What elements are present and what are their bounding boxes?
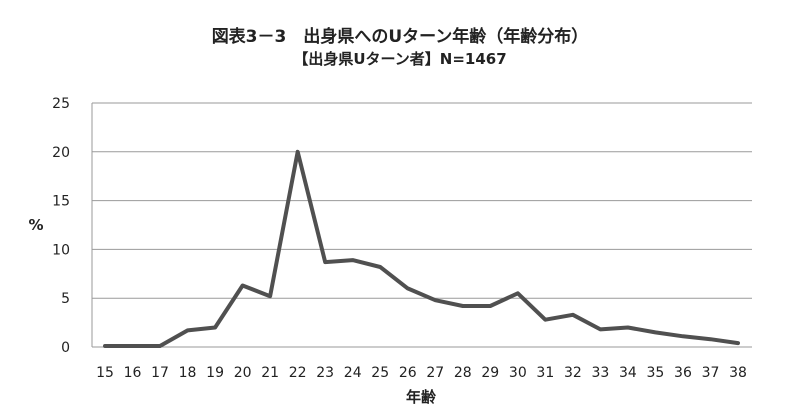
series-layer (103, 149, 740, 348)
data-point (571, 313, 575, 317)
data-point (131, 344, 135, 348)
y-tick-label: 0 (61, 340, 70, 356)
data-point (268, 294, 272, 298)
data-point (351, 258, 355, 262)
x-tick-label: 27 (426, 365, 444, 381)
data-point (598, 327, 602, 331)
data-point (103, 344, 107, 348)
data-point (186, 328, 190, 332)
data-point (433, 298, 437, 302)
data-point (241, 284, 245, 288)
y-tick-label: 25 (52, 96, 70, 112)
x-tick-label: 15 (96, 365, 114, 381)
data-point (296, 150, 300, 154)
x-tick-label: 30 (509, 365, 527, 381)
data-point (653, 330, 657, 334)
data-point (736, 341, 740, 345)
data-point (323, 260, 327, 264)
data-point (406, 286, 410, 290)
x-tick-label: 20 (234, 365, 252, 381)
y-axis-label: % (28, 216, 43, 234)
axes (91, 103, 752, 348)
x-tick-label: 32 (564, 365, 582, 381)
y-tick-label: 5 (61, 291, 70, 307)
data-point (461, 304, 465, 308)
x-tick-label: 29 (481, 365, 499, 381)
x-tick-label: 37 (702, 365, 720, 381)
x-tick-label: 18 (179, 365, 197, 381)
chart-title: 図表3－3 出身県へのUターン年齢（年齢分布） (211, 27, 589, 47)
data-point (543, 318, 547, 322)
data-point (708, 337, 712, 341)
y-tick-label: 20 (52, 145, 70, 161)
x-tick-label: 34 (619, 365, 637, 381)
x-tick-label: 21 (261, 365, 279, 381)
x-tick-label: 31 (536, 365, 554, 381)
gridlines (92, 102, 752, 299)
x-tick-label: 17 (151, 365, 169, 381)
data-point (681, 334, 685, 338)
x-tick-label: 22 (289, 365, 307, 381)
x-tick-label: 16 (124, 365, 142, 381)
x-tick-label: 25 (371, 365, 389, 381)
y-tick-label: 10 (52, 242, 70, 258)
data-point (158, 344, 162, 348)
x-tick-label: 36 (674, 365, 692, 381)
data-point (213, 325, 217, 329)
x-tick-label: 26 (399, 365, 417, 381)
x-tick-label: 23 (316, 365, 334, 381)
x-tick-label: 19 (206, 365, 224, 381)
chart-subtitle: 【出身県Uターン者】N=1467 (293, 50, 507, 68)
series-line-0 (103, 149, 740, 348)
data-point (378, 265, 382, 269)
y-tick-labels: 0 5 10 15 20 25 (52, 96, 70, 356)
x-tick-label: 24 (344, 365, 362, 381)
x-tick-label: 35 (647, 365, 665, 381)
data-point (626, 325, 630, 329)
data-point (516, 291, 520, 295)
y-tick-label: 15 (52, 194, 70, 210)
x-tick-labels: 15 16 17 18 19 20 21 22 23 24 25 26 27 28 29 30 31 32 33 34… (96, 365, 747, 381)
x-tick-label: 33 (591, 365, 609, 381)
x-axis-label: 年齢 (406, 388, 437, 406)
x-tick-label: 28 (454, 365, 472, 381)
x-tick-label: 38 (729, 365, 747, 381)
data-point (488, 304, 492, 308)
